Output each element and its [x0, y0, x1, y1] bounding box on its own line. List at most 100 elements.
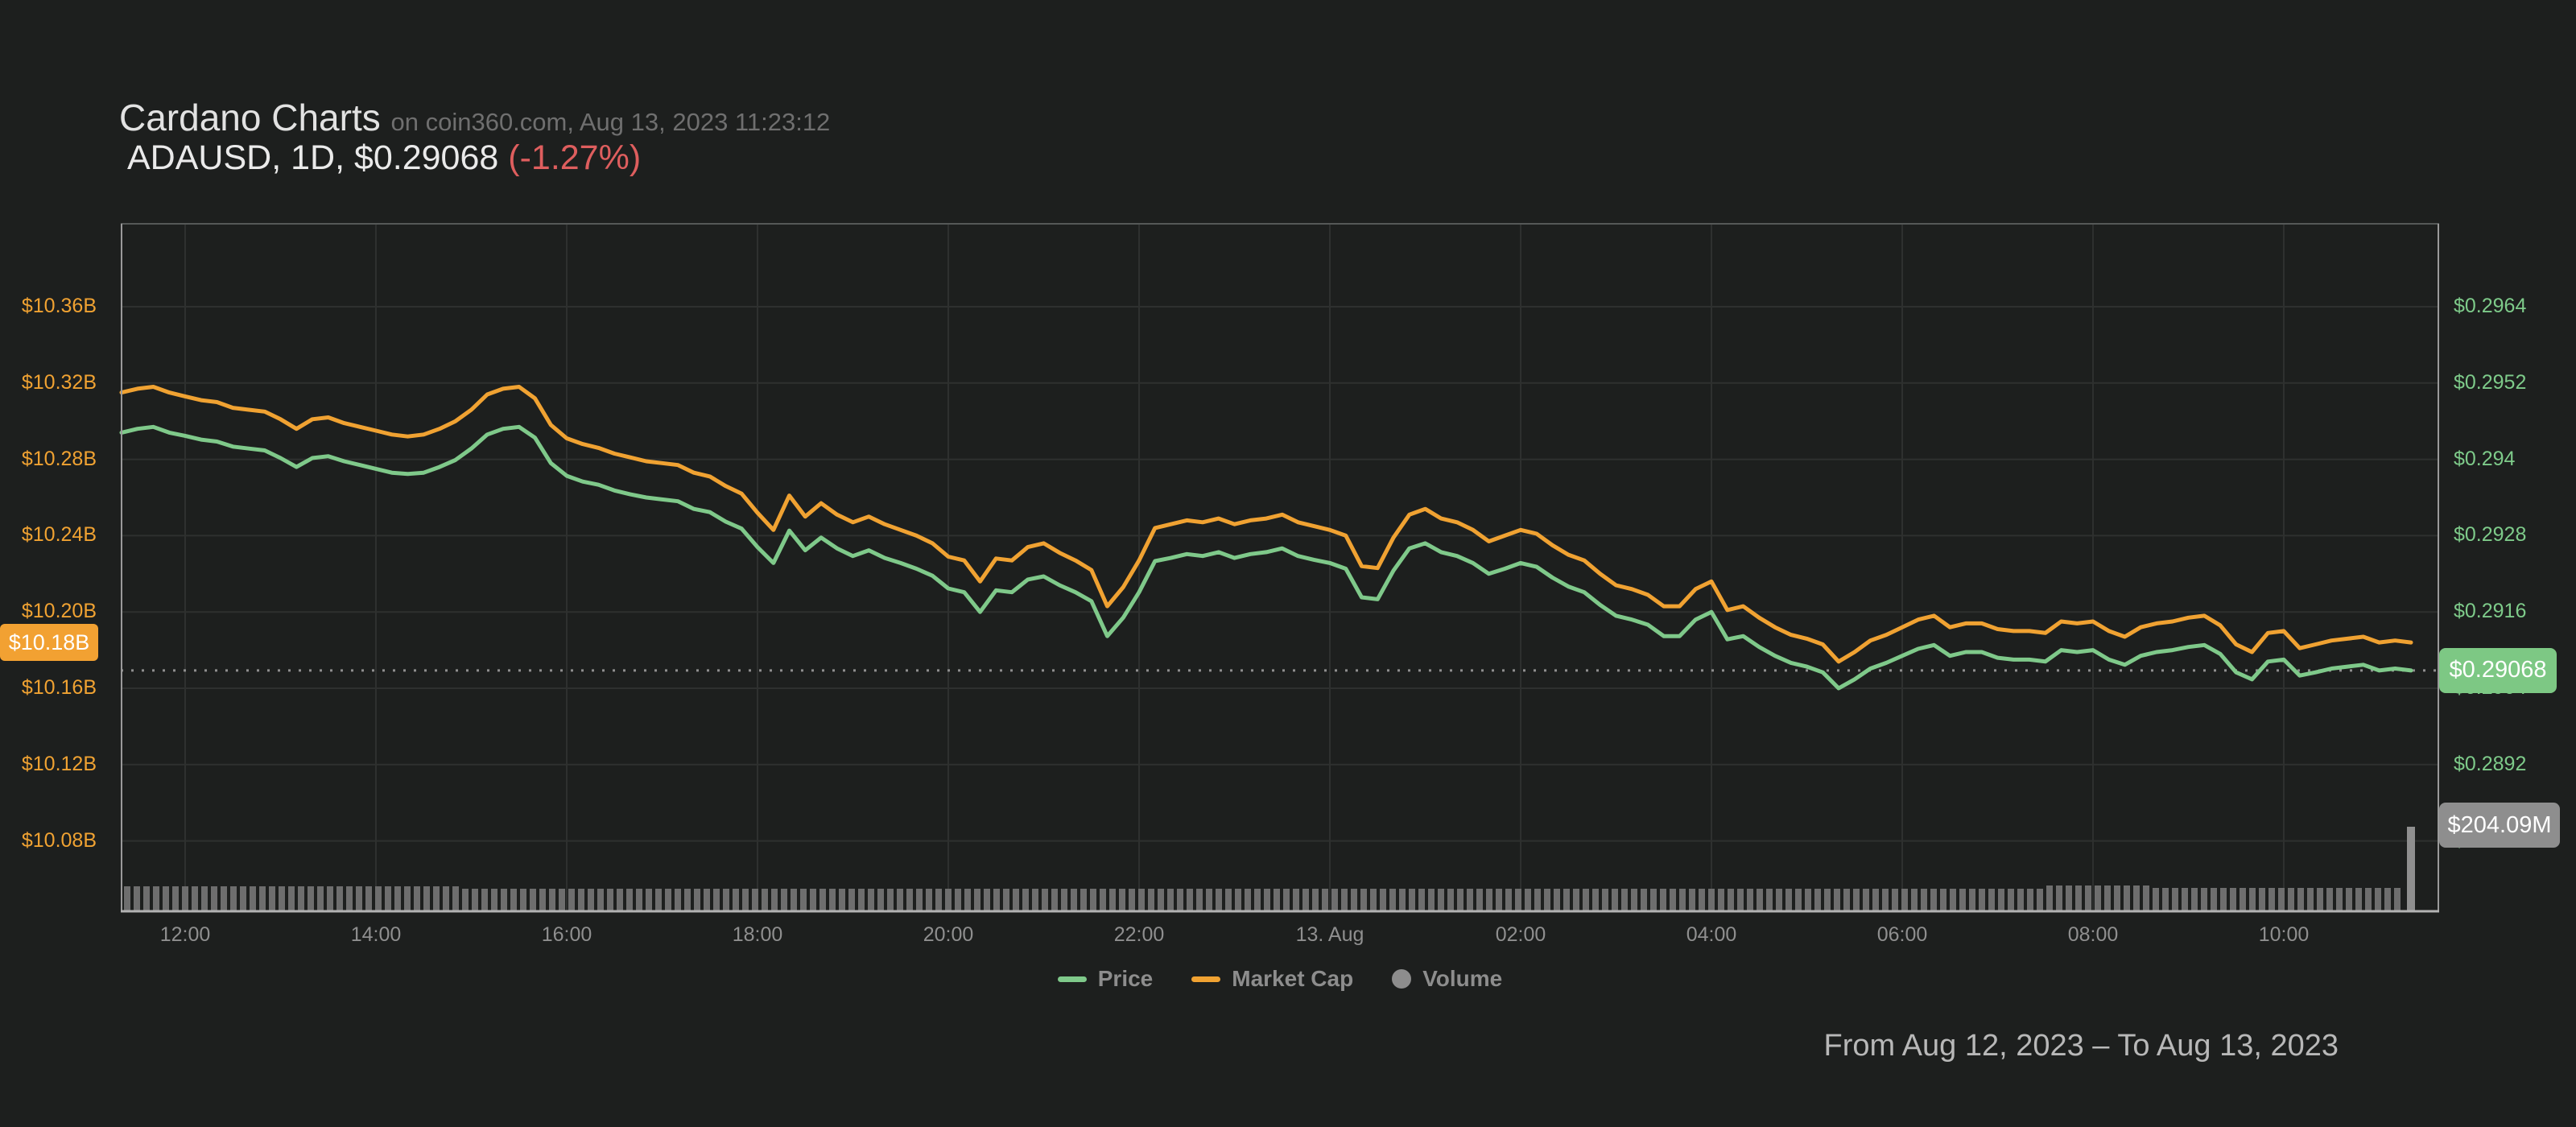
- volume-bar: [356, 886, 362, 910]
- volume-bar: [182, 886, 188, 910]
- volume-bar: [375, 886, 382, 910]
- volume-bar: [2288, 888, 2294, 910]
- volume-bar: [2172, 888, 2178, 910]
- volume-bar: [1100, 889, 1106, 910]
- time-axis-label: 12:00: [159, 923, 211, 946]
- volume-bar: [269, 886, 275, 910]
- volume-bar: [539, 889, 546, 910]
- volume-bar: [308, 886, 314, 910]
- time-axis-label: 06:00: [1876, 923, 1928, 946]
- volume-bar: [1476, 889, 1483, 910]
- legend-item-price[interactable]: Price: [1057, 966, 1153, 992]
- market-cap-current-badge: $10.18B: [0, 624, 98, 662]
- volume-bar: [1728, 889, 1734, 910]
- volume-bar: [1409, 889, 1415, 910]
- volume-bar: [1563, 889, 1570, 910]
- legend-label-volume: Volume: [1422, 966, 1503, 991]
- volume-bar: [1621, 889, 1628, 910]
- volume-bar: [2317, 888, 2323, 910]
- volume-bar: [1080, 889, 1087, 910]
- volume-bar: [588, 889, 594, 910]
- volume-bar: [163, 886, 169, 910]
- volume-bar: [1505, 889, 1512, 910]
- volume-bar: [520, 889, 526, 910]
- volume-bar: [781, 889, 787, 910]
- volume-bar: [578, 889, 584, 910]
- volume-bar: [607, 889, 613, 910]
- volume-bar: [2114, 886, 2120, 910]
- volume-bar: [771, 889, 778, 910]
- volume-bar: [1766, 889, 1773, 910]
- title-source-timestamp: on coin360.com, Aug 13, 2023 11:23:12: [390, 108, 831, 136]
- volume-bar: [1998, 889, 2004, 910]
- legend-item-market-cap[interactable]: Market Cap: [1191, 966, 1353, 992]
- volume-bar: [2259, 888, 2265, 910]
- market-cap-tick-label: $10.12B: [21, 752, 97, 775]
- legend-item-volume[interactable]: Volume: [1392, 966, 1502, 992]
- market-cap-tick-label: $10.24B: [21, 523, 97, 547]
- volume-bar: [1225, 889, 1232, 910]
- time-axis-label: 10:00: [2258, 923, 2310, 946]
- volume-bar: [1177, 889, 1183, 910]
- volume-bar: [2153, 888, 2159, 910]
- volume-bar: [288, 886, 295, 910]
- volume-bar: [1776, 889, 1782, 910]
- volume-bar: [1708, 889, 1715, 910]
- volume-bar: [1051, 889, 1058, 910]
- volume-bar: [1892, 889, 1898, 910]
- volume-bar: [1245, 889, 1251, 910]
- volume-bar: [2211, 888, 2217, 910]
- volume-bar: [2278, 888, 2285, 910]
- volume-bar: [1988, 889, 1995, 910]
- volume-bar: [221, 886, 227, 910]
- time-axis-label: 08:00: [2067, 923, 2119, 946]
- volume-bar: [317, 886, 324, 910]
- volume-bar: [1515, 889, 1521, 910]
- symbol-summary: ADAUSD, 1D, $0.29068: [127, 138, 499, 178]
- volume-bar: [1583, 889, 1589, 910]
- volume-bar: [423, 886, 430, 910]
- volume-bar: [1785, 889, 1792, 910]
- volume-bar: [1264, 889, 1270, 910]
- volume-bar: [1525, 889, 1531, 910]
- market-cap-current-value: $10.18B: [8, 630, 90, 654]
- volume-bar: [762, 889, 768, 910]
- volume-bar: [2046, 886, 2053, 910]
- market-cap-tick-label: $10.16B: [21, 676, 97, 699]
- volume-bar: [926, 889, 932, 910]
- volume-bar: [1795, 889, 1802, 910]
- volume-bar: [1022, 889, 1029, 910]
- time-axis-label: 18:00: [732, 923, 783, 946]
- volume-bar: [240, 886, 246, 910]
- volume-bar: [1467, 889, 1473, 910]
- volume-bar: [1592, 889, 1599, 910]
- volume-bar: [791, 889, 797, 910]
- volume-bar: [868, 889, 874, 910]
- volume-bar: [617, 889, 623, 910]
- volume-bar: [1254, 889, 1261, 910]
- volume-bar: [984, 889, 990, 910]
- volume-bar: [1757, 889, 1763, 910]
- price-change-percent: (-1.27%): [508, 138, 642, 178]
- volume-bar: [2162, 888, 2169, 910]
- volume-bar: [298, 886, 304, 910]
- volume-bar: [1534, 889, 1541, 910]
- volume-bar: [974, 889, 980, 910]
- volume-bar: [2326, 888, 2333, 910]
- volume-bar: [1872, 889, 1879, 910]
- volume-bar: [1399, 889, 1406, 910]
- volume-bar: [1573, 889, 1579, 910]
- volume-bar: [201, 886, 208, 910]
- volume-bar: [1660, 889, 1666, 910]
- volume-bar: [2191, 888, 2198, 910]
- volume-bar: [1013, 889, 1019, 910]
- volume-bar: [1090, 889, 1096, 910]
- volume-bar: [2346, 888, 2352, 910]
- volume-bar: [1882, 889, 1889, 910]
- volume-dot-swatch-icon: [1392, 969, 1412, 989]
- title-line: Cardano Charts on coin360.com, Aug 13, 2…: [119, 98, 830, 137]
- time-axis-label: 16:00: [541, 923, 592, 946]
- volume-bar: [800, 889, 807, 910]
- volume-bar: [2394, 888, 2401, 910]
